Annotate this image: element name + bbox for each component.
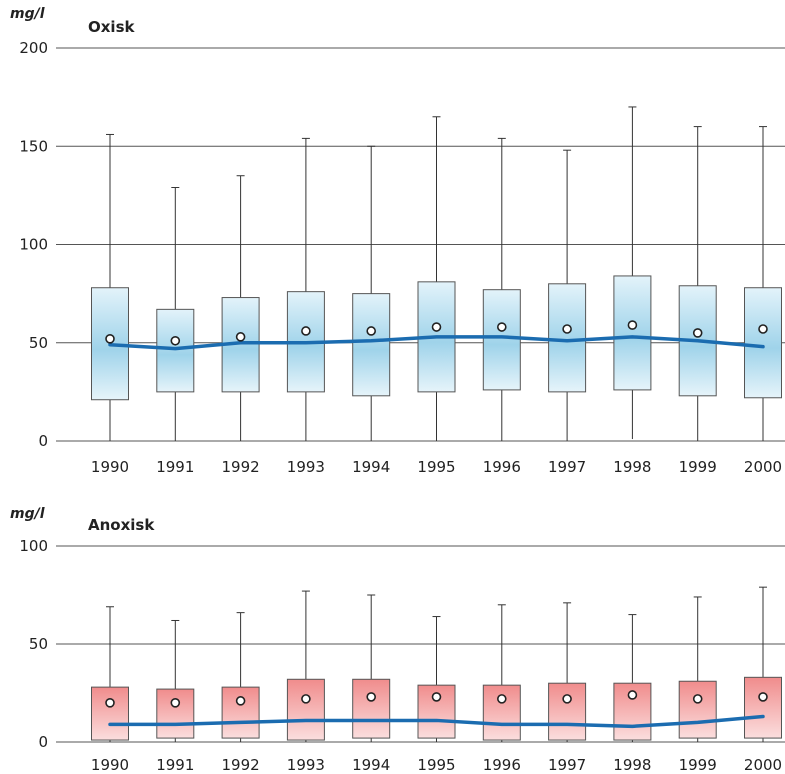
anoxic-box-1997: [548, 682, 587, 741]
anoxic-mean-marker: [366, 692, 377, 702]
oxic-mean-marker: [758, 324, 768, 334]
oxic-x-tick-label: 1998: [613, 458, 651, 476]
anoxic-mean-marker: [235, 696, 246, 706]
oxic-mean-marker: [366, 326, 377, 336]
anoxic-panel: mg/l Anoxisk 0 50 100 1990 1991 1992 1993 1994…: [10, 506, 785, 774]
oxic-y-tick-label: 150: [19, 137, 48, 155]
anoxic-y-tick-label: 50: [29, 635, 48, 653]
anoxic-box-1992: [221, 686, 260, 739]
oxic-box-2000: [744, 287, 782, 399]
anoxic-mean-marker: [692, 694, 703, 704]
oxic-x-tick-label: 1995: [417, 458, 455, 476]
oxic-title: Oxisk: [88, 18, 135, 36]
oxic-mean-marker: [562, 324, 572, 334]
anoxic-means: [105, 690, 768, 708]
oxic-mean-marker: [235, 332, 246, 342]
anoxic-gridlines: [56, 545, 785, 743]
anoxic-mean-marker: [301, 694, 311, 704]
oxic-x-tick-label: 1993: [287, 458, 325, 476]
oxic-y-ticks: 0 50 100 150 200: [19, 39, 48, 450]
anoxic-x-tick-label: 2000: [744, 756, 782, 774]
oxic-unit-label: mg/l: [10, 6, 45, 22]
anoxic-box-1990: [91, 686, 129, 741]
oxic-y-tick-label: 100: [19, 236, 48, 254]
anoxic-x-tick-label: 1999: [679, 756, 717, 774]
anoxic-x-tick-label: 1996: [483, 756, 521, 774]
anoxic-box-1999: [678, 680, 717, 739]
anoxic-unit-label: mg/l: [10, 506, 45, 522]
anoxic-mean-marker: [496, 694, 507, 704]
anoxic-box-2000: [744, 676, 782, 739]
anoxic-mean-marker: [627, 690, 638, 700]
anoxic-box-1996: [482, 684, 521, 741]
anoxic-x-tick-label: 1994: [352, 756, 390, 774]
oxic-mean-marker: [301, 326, 311, 336]
oxic-means: [105, 320, 768, 346]
oxic-mean-marker: [431, 322, 442, 332]
oxic-panel: mg/l Oxisk 0 50 100 150 200 1990 1991 1992 1993…: [10, 6, 785, 476]
oxic-x-ticks: 1990 1991 1992 1993 1994 1995 1996 1997 1998 1999…: [91, 458, 782, 476]
anoxic-title: Anoxisk: [88, 516, 155, 534]
anoxic-y-tick-label: 0: [38, 733, 48, 751]
oxic-box-1998: [613, 275, 652, 391]
oxic-x-tick-label: 1992: [222, 458, 260, 476]
oxic-x-tick-label: 2000: [744, 458, 782, 476]
oxic-median-series: [108, 335, 765, 351]
oxic-x-tick-label: 1996: [483, 458, 521, 476]
oxic-box-1997: [548, 283, 587, 393]
anoxic-x-tick-label: 1993: [287, 756, 325, 774]
anoxic-x-tick-label: 1997: [548, 756, 586, 774]
anoxic-mean-marker: [431, 692, 442, 702]
oxic-x-tick-label: 1999: [679, 458, 717, 476]
anoxic-median-line: [108, 714, 765, 729]
anoxic-boxes: [91, 586, 782, 742]
oxic-mean-marker: [627, 320, 638, 330]
anoxic-box-1994: [352, 678, 391, 739]
anoxic-y-tick-label: 100: [19, 537, 48, 555]
anoxic-mean-marker: [562, 694, 572, 704]
oxic-mean-marker: [170, 335, 181, 346]
anoxic-x-ticks: 1990 1991 1992 1993 1994 1995 1996 1997 1998 1999…: [91, 756, 782, 774]
oxic-y-tick-label: 200: [19, 39, 48, 57]
anoxic-median-series: [108, 714, 765, 729]
anoxic-mean-marker: [105, 697, 115, 708]
oxic-box-1996: [482, 289, 521, 391]
oxic-y-tick-label: 0: [38, 432, 48, 450]
oxic-box-1994: [352, 293, 391, 397]
oxic-boxes: [91, 106, 782, 441]
oxic-x-tick-label: 1997: [548, 458, 586, 476]
oxic-box-1991: [156, 308, 195, 393]
oxic-mean-marker: [496, 322, 507, 332]
oxic-median-line: [108, 335, 765, 351]
anoxic-x-tick-label: 1991: [156, 756, 194, 774]
anoxic-box-1993: [286, 678, 325, 741]
oxic-mean-marker: [692, 328, 703, 338]
oxic-y-tick-label: 50: [29, 334, 48, 352]
anoxic-x-tick-label: 1992: [222, 756, 260, 774]
oxic-x-tick-label: 1990: [91, 458, 129, 476]
anoxic-x-tick-label: 1995: [417, 756, 455, 774]
anoxic-box-1991: [156, 688, 195, 739]
anoxic-mean-marker: [758, 692, 768, 702]
oxic-x-tick-label: 1994: [352, 458, 390, 476]
anoxic-mean-marker: [170, 697, 181, 708]
oxic-x-tick-label: 1991: [156, 458, 194, 476]
anoxic-x-tick-label: 1998: [613, 756, 651, 774]
anoxic-y-ticks: 0 50 100: [19, 537, 48, 751]
oxic-mean-marker: [105, 334, 115, 344]
anoxic-x-tick-label: 1990: [91, 756, 129, 774]
